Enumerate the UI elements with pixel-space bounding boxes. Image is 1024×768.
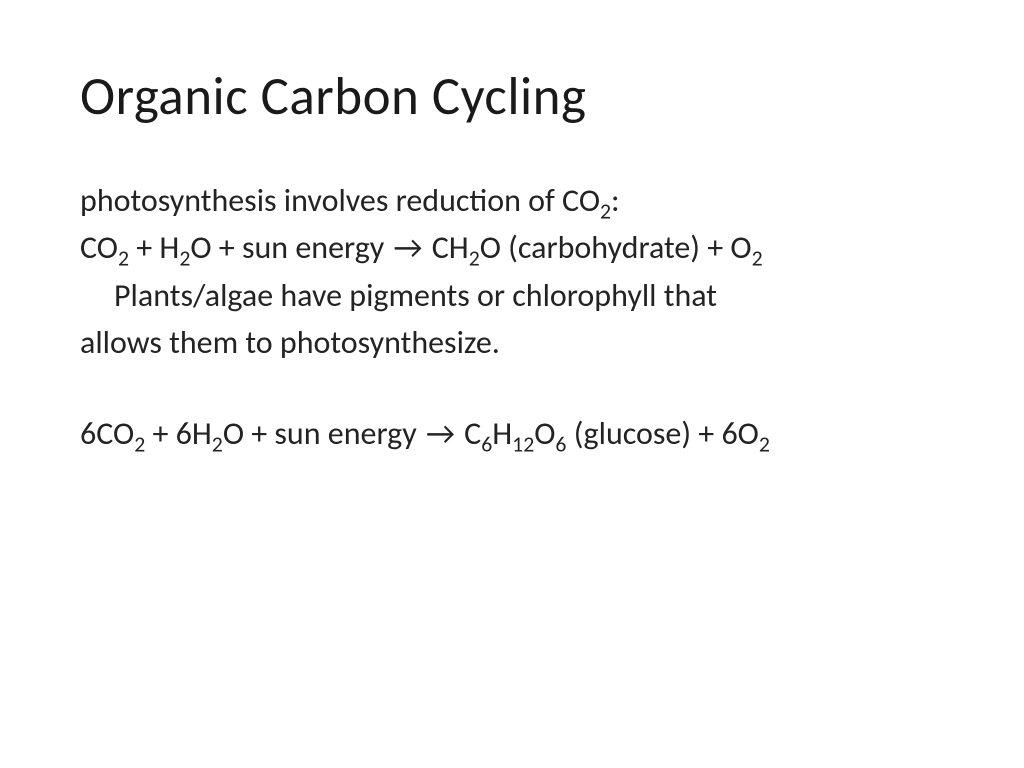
eq2-s2: 2 xyxy=(212,431,223,458)
arrow-icon: → xyxy=(424,411,457,456)
eq2-s7: 2 xyxy=(759,431,770,458)
eq2-t7: (glucose) + 6O xyxy=(566,414,758,453)
eq1-t5: O (carbohydrate) + O xyxy=(480,228,752,267)
eq1-s2: 2 xyxy=(179,244,190,271)
eq2-t1: 6CO xyxy=(80,414,134,453)
equation-2: 6CO2 + 6H2O + sun energy → C6H12O6 (gluc… xyxy=(80,411,944,456)
intro-text-post: : xyxy=(611,181,620,220)
eq2-s5: 12 xyxy=(512,431,534,458)
explain-line-a: Plants/algae have pigments or chlorophyl… xyxy=(80,273,944,318)
eq2-t3: O + sun energy xyxy=(223,414,424,453)
arrow-icon: → xyxy=(392,225,425,270)
equation-1: CO2 + H2O + sun energy → CH2O (carbohydr… xyxy=(80,225,944,270)
intro-line: photosynthesis involves reduction of CO2… xyxy=(80,178,944,223)
explain-line-b: allows them to photosynthesize. xyxy=(80,320,944,365)
eq2-s1: 2 xyxy=(134,431,145,458)
eq1-s5: 2 xyxy=(752,244,763,271)
eq1-t1: CO xyxy=(80,228,118,267)
eq2-s4: 6 xyxy=(481,431,492,458)
spacer xyxy=(80,367,944,411)
slide-body: photosynthesis involves reduction of CO2… xyxy=(80,178,944,457)
eq1-t4: CH xyxy=(424,228,468,267)
eq2-t5: H xyxy=(492,414,512,453)
intro-sub: 2 xyxy=(600,197,611,224)
eq1-t3: O + sun energy xyxy=(190,228,391,267)
eq1-s4: 2 xyxy=(469,244,480,271)
eq2-t4: C xyxy=(457,414,481,453)
eq2-t6: O xyxy=(534,414,555,453)
eq1-t2: + H xyxy=(129,228,179,267)
intro-text-pre: photosynthesis involves reduction of CO xyxy=(80,181,600,220)
slide-title: Organic Carbon Cycling xyxy=(80,70,944,126)
eq2-t2: + 6H xyxy=(145,414,212,453)
eq2-s6: 6 xyxy=(555,431,566,458)
slide-container: Organic Carbon Cycling photosynthesis in… xyxy=(0,0,1024,768)
eq1-s1: 2 xyxy=(118,244,129,271)
